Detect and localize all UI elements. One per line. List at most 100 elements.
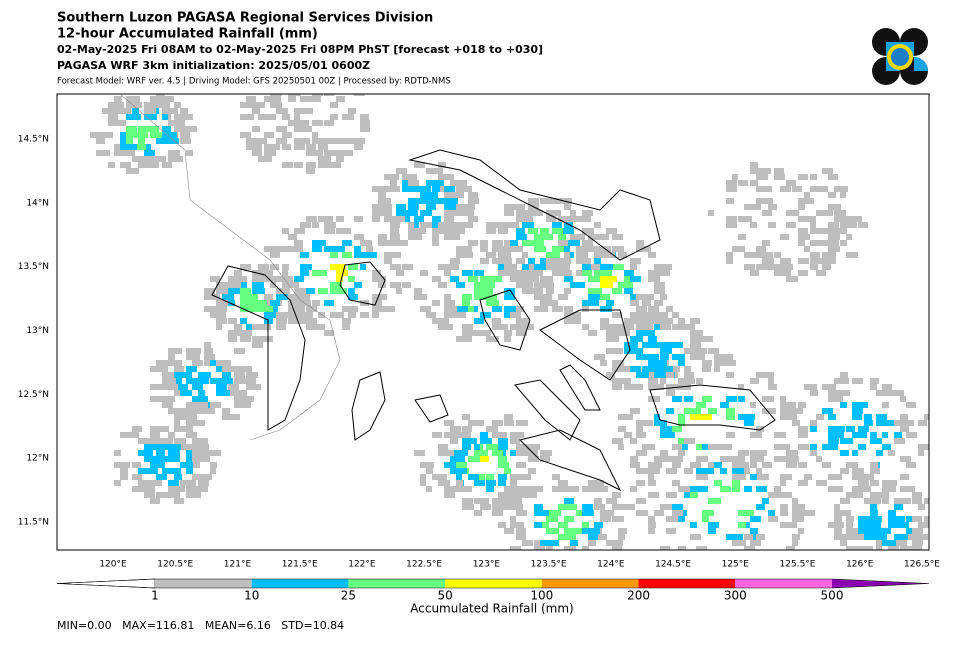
- rain-cell: [888, 450, 895, 456]
- rain-cell: [522, 450, 531, 456]
- rain-cell: [306, 306, 317, 312]
- rain-cell: [618, 378, 630, 384]
- rain-cell: [522, 492, 530, 498]
- rain-cell: [750, 540, 761, 546]
- rain-cell: [528, 198, 539, 204]
- coastlines: [119, 94, 776, 492]
- rain-cell: [654, 384, 663, 390]
- rain-cell: [930, 510, 936, 516]
- rain-cell: [654, 288, 665, 294]
- rain-cell: [504, 336, 511, 342]
- rain-cell: [348, 264, 356, 270]
- rain-cell: [738, 540, 746, 546]
- rain-cell: [384, 174, 390, 180]
- rain-cell: [666, 366, 673, 372]
- rain-cell: [384, 216, 392, 222]
- rain-cell: [402, 282, 411, 288]
- rain-cell: [510, 312, 518, 318]
- rain-cell: [414, 198, 426, 204]
- lat-label: 13°N: [26, 326, 49, 336]
- rain-cell: [282, 276, 293, 282]
- rain-cell: [870, 468, 880, 474]
- rain-cell: [612, 546, 622, 550]
- rain-cell: [114, 102, 124, 108]
- rain-cell: [210, 360, 218, 366]
- rain-cell: [744, 264, 750, 270]
- rain-cell: [402, 186, 411, 192]
- rain-cell: [180, 408, 191, 414]
- rain-cell: [108, 108, 114, 114]
- rain-cell: [732, 246, 743, 252]
- rain-cell: [396, 216, 405, 222]
- rain-cell: [522, 552, 529, 558]
- rain-cell: [234, 276, 243, 282]
- rain-cell: [552, 510, 561, 516]
- rain-cell: [516, 462, 526, 468]
- rain-cell: [822, 210, 833, 216]
- rain-cell: [582, 504, 593, 510]
- rain-cell: [528, 552, 537, 558]
- rain-cell: [726, 198, 734, 204]
- colorbar-segment: [541, 579, 639, 588]
- rain-cell: [834, 216, 846, 222]
- rain-cell: [258, 270, 264, 276]
- colorbar-outline: [56, 578, 930, 589]
- rain-cell: [732, 468, 744, 474]
- rain-cell: [546, 252, 554, 258]
- rain-cell: [834, 528, 842, 534]
- rain-cell: [450, 192, 460, 198]
- rain-cell: [648, 330, 655, 336]
- rain-cell: [702, 516, 709, 522]
- rain-cell: [354, 234, 364, 240]
- rain-cell: [768, 516, 778, 522]
- rain-cell: [744, 546, 755, 550]
- rain-cell: [228, 390, 235, 396]
- rain-cell: [174, 474, 182, 480]
- rain-cell: [450, 426, 461, 432]
- rain-cell: [798, 234, 810, 240]
- rain-cell: [900, 396, 906, 402]
- rain-cell: [144, 456, 155, 462]
- rain-cell: [426, 468, 433, 474]
- rain-cell: [714, 360, 726, 366]
- rain-cell: [318, 216, 326, 222]
- rain-cell: [882, 552, 894, 558]
- rain-cell: [540, 294, 549, 300]
- rain-cell: [534, 444, 540, 450]
- rain-cell: [600, 294, 610, 300]
- rain-cell: [666, 516, 674, 522]
- rain-cell: [804, 510, 815, 516]
- rain-cell: [468, 276, 476, 282]
- rain-cell: [342, 306, 352, 312]
- rain-cell: [276, 288, 282, 294]
- rain-cell: [414, 216, 424, 222]
- rain-cell: [534, 522, 542, 528]
- rain-cell: [264, 114, 276, 120]
- rain-cell: [444, 216, 454, 222]
- rain-cell: [852, 492, 863, 498]
- rain-cell: [360, 120, 370, 126]
- rain-cell: [888, 516, 897, 522]
- rain-cell: [546, 276, 553, 282]
- rain-cell: [510, 504, 521, 510]
- rain-cell: [252, 336, 262, 342]
- rain-cell: [798, 258, 805, 264]
- rain-cell: [696, 468, 704, 474]
- rain-cell: [354, 138, 365, 144]
- rain-cell: [702, 444, 712, 450]
- rain-cell: [150, 462, 162, 468]
- rain-cell: [204, 408, 215, 414]
- rain-cell: [360, 126, 370, 132]
- rain-cell: [318, 138, 327, 144]
- rain-cell: [270, 282, 276, 288]
- rain-cell: [846, 528, 857, 534]
- rain-cell: [414, 228, 426, 234]
- rain-cell: [162, 468, 170, 474]
- rain-cell: [630, 456, 638, 462]
- rain-cell: [474, 444, 480, 450]
- rain-cell: [252, 138, 263, 144]
- rain-cell: [540, 552, 548, 558]
- lon-label: 125°E: [722, 560, 750, 570]
- rain-cell: [750, 456, 758, 462]
- rain-cell: [180, 480, 190, 486]
